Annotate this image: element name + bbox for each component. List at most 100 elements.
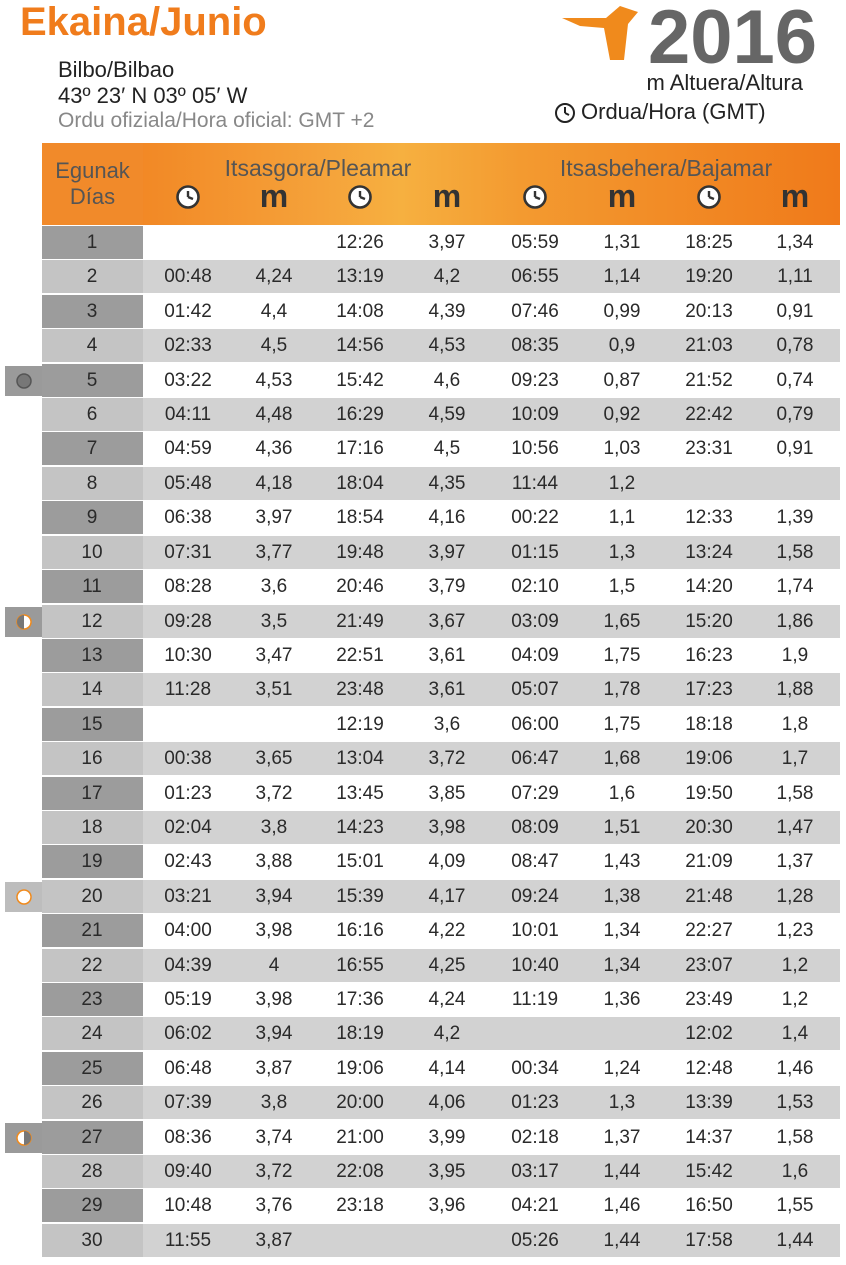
day-cell: 8 [86,472,98,494]
table-cell: 13:04 [336,748,384,770]
day-cell: 19 [81,851,103,873]
table-cell: 05:26 [511,1229,559,1251]
table-cell: 16:50 [685,1195,733,1217]
table-cell: 01:42 [164,300,212,322]
table-cell: 3,98 [428,816,466,838]
table-row [42,1017,840,1051]
day-cell: 14 [81,679,103,701]
day-cell-bg [42,260,143,294]
table-cell: 11:55 [164,1229,212,1251]
table-cell: 06:02 [164,1023,212,1045]
day-cell: 11 [82,576,102,598]
day-cell-bg [42,363,143,397]
table-cell: 0,78 [776,335,814,357]
table-cell: 1,34 [603,954,641,976]
table-cell: 3,65 [255,748,293,770]
table-cell: 4,17 [428,885,466,907]
table-cell: 4,22 [428,920,466,942]
table-cell: 14:37 [685,1126,733,1148]
table-row [42,914,840,948]
table-cell: 22:42 [685,404,733,426]
table-cell: 1,58 [776,1126,814,1148]
table-cell: 12:48 [685,1057,733,1079]
table-cell: 0,99 [603,300,641,322]
table-cell [143,708,233,742]
table-cell: 4,59 [428,404,466,426]
table-cell: 16:55 [336,954,384,976]
day-cell-bg [42,776,143,810]
table-row [42,776,840,810]
table-cell: 08:35 [511,335,559,357]
day-cell: 21 [81,920,103,942]
table-cell: 23:49 [685,989,733,1011]
table-cell: 02:10 [511,576,559,598]
table-cell: 4,09 [428,851,466,873]
table-cell: 4,53 [428,335,466,357]
table-row [42,432,840,466]
table-cell: 1,75 [603,713,641,735]
table-cell: 12:19 [336,713,384,735]
day-cell: 6 [86,404,98,426]
table-cell: 09:24 [511,885,559,907]
day-cell-bg [42,914,143,948]
table-cell: 3,94 [255,885,293,907]
table-cell: 0,92 [603,404,641,426]
table-cell: 00:38 [164,748,212,770]
table-cell: 06:00 [511,713,559,735]
table-cell: 15:42 [336,369,384,391]
table-cell: 16:29 [336,404,384,426]
table-cell: 1,68 [603,748,641,770]
table-cell: 3,77 [255,541,293,563]
table-cell: 4,39 [428,300,466,322]
table-cell: 3,6 [260,576,288,598]
table-cell: 03:17 [511,1161,559,1183]
table-row [42,329,840,363]
table-cell: 18:19 [336,1023,384,1045]
table-cell: 1,28 [776,885,814,907]
table-cell: 1,55 [776,1195,814,1217]
year: 2016 [648,0,818,80]
table-cell: 22:27 [685,920,733,942]
table-cell: 19:20 [685,266,733,288]
table-cell: 0,87 [603,369,641,391]
day-cell-bg [42,879,143,913]
table-cell: 1,03 [603,438,641,460]
table-cell: 3,99 [428,1126,466,1148]
day-cell: 18 [81,816,103,838]
day-cell: 13 [81,644,103,666]
table-cell: 23:48 [336,679,384,701]
table-cell: 10:30 [164,644,212,666]
clock-icon [523,185,547,209]
legend-height: m Altuera/Altura [646,70,803,95]
table-cell: 14:56 [336,335,384,357]
table-row [42,1120,840,1154]
table-cell: 1,4 [781,1023,809,1045]
table-cell: 3,79 [428,576,466,598]
day-cell: 12 [81,610,103,632]
table-cell: 01:23 [511,1092,559,1114]
table-cell: 3,47 [255,644,293,666]
table-cell: 12:33 [685,507,733,529]
table-cell: 07:31 [164,541,212,563]
table-cell: 23:07 [685,954,733,976]
table-cell: 13:45 [336,782,384,804]
table-cell: 1,6 [781,1161,809,1183]
table-row [42,1051,840,1085]
table-cell: 15:39 [336,885,384,907]
table-cell: 14:20 [685,576,733,598]
table-cell: 1,53 [776,1092,814,1114]
table-cell: 1,3 [608,541,636,563]
table-cell: 04:11 [164,404,212,426]
table-cell: 3,6 [433,713,461,735]
day-cell: 5 [86,369,98,391]
table-row [42,879,840,913]
table-cell: 1,65 [603,610,641,632]
table-cell: 3,72 [255,782,293,804]
days-label-es: Días [69,184,116,209]
table-cell: 00:48 [164,266,212,288]
table-cell: 19:50 [685,782,733,804]
table-row [42,742,840,776]
table-cell: 12:02 [685,1023,733,1045]
table-cell: 3,87 [255,1057,293,1079]
moon-full [5,882,42,912]
